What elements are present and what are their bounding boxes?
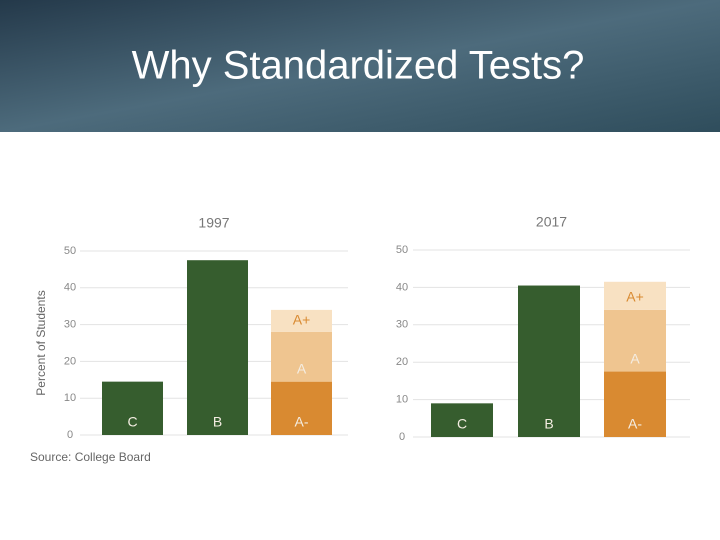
bar-label: B [213,414,222,430]
header-background [0,0,720,132]
y-tick-label: 10 [396,394,408,406]
bar-label: C [457,416,467,432]
bar-segment [271,381,332,435]
bar-label: B [544,416,553,432]
bar-segment [604,371,666,437]
y-axis-label: Percent of Students [34,290,48,395]
bar-label: A- [628,416,642,432]
bar-segment [271,331,332,382]
bar-label: A- [295,414,309,430]
y-tick-label: 50 [396,244,408,256]
bar-label: C [127,414,137,430]
bar-segment [271,309,332,332]
bar-label: A [630,350,640,366]
bar-label: A+ [293,312,311,328]
bar-label: A [297,360,307,376]
slide-title: Why Standardized Tests? [132,44,585,88]
chart-title: 2017 [536,214,567,230]
bar-segment [102,381,163,435]
y-tick-label: 40 [396,281,408,293]
bar-label: A+ [626,289,644,305]
source-note: Source: College Board [30,450,151,464]
chart-title: 1997 [198,215,229,231]
bar-segment [604,309,666,372]
y-tick-label: 20 [396,356,408,368]
bar-segment [431,403,493,437]
y-tick-label: 50 [64,245,76,257]
bar-segment [604,281,666,310]
y-tick-label: 10 [64,392,76,404]
bar-segment [518,285,580,437]
bar-segment [187,260,248,435]
y-tick-label: 0 [67,429,73,441]
y-tick-label: 30 [396,319,408,331]
y-tick-label: 20 [64,355,76,367]
y-tick-label: 0 [399,431,405,443]
y-tick-label: 30 [64,319,76,331]
y-tick-label: 40 [64,282,76,294]
